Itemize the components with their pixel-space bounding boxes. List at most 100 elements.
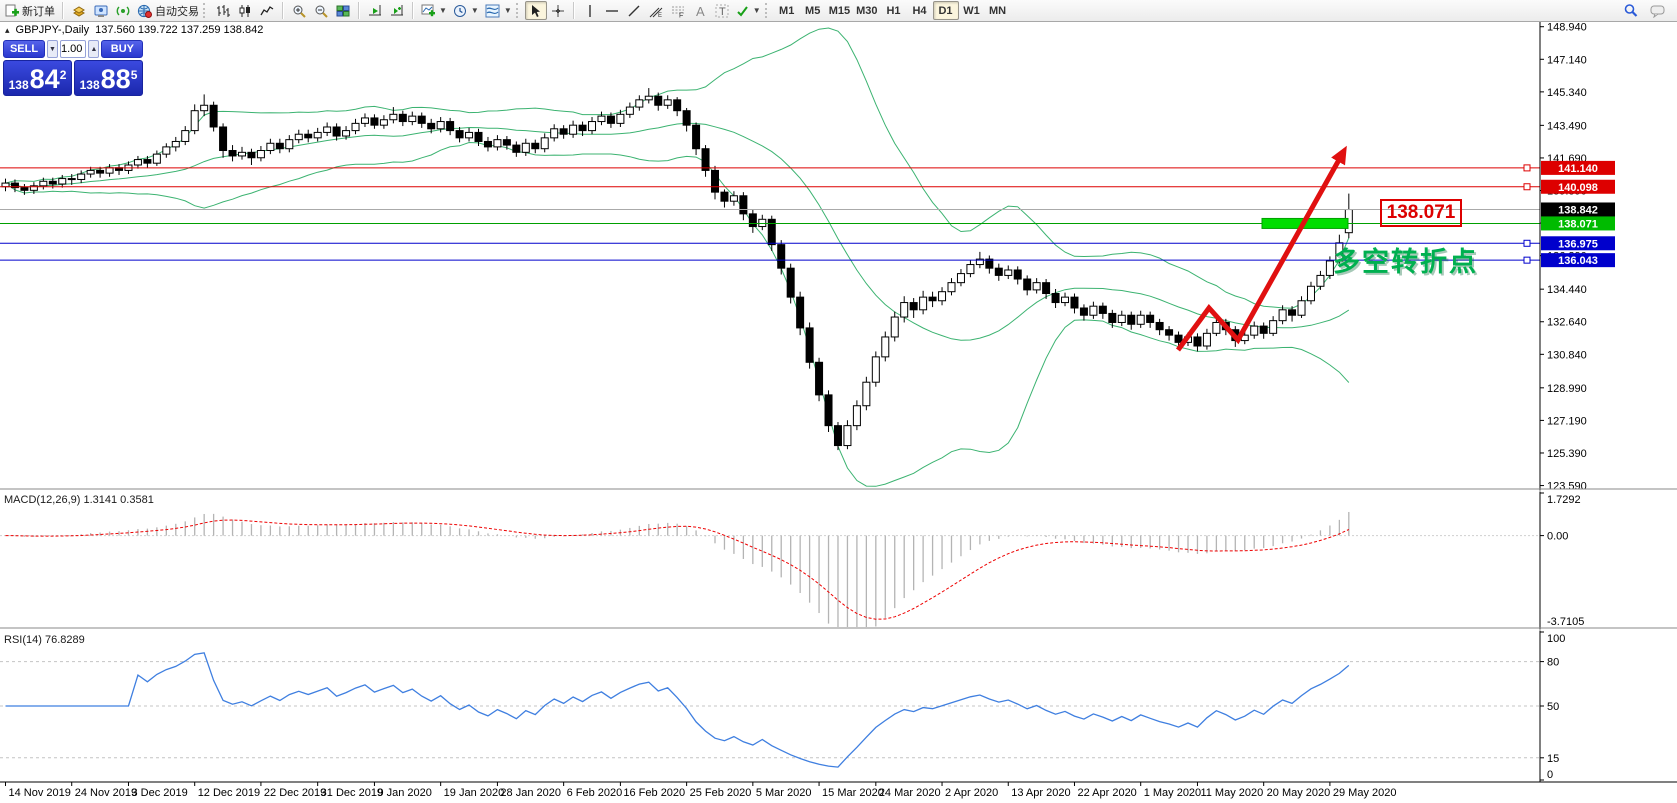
- separator: [62, 2, 64, 19]
- hline-handle[interactable]: [1523, 164, 1531, 172]
- vertical-line-icon: [585, 4, 595, 18]
- line-chart-icon: [260, 4, 274, 18]
- candle: [606, 115, 615, 124]
- price-tick-label: 134.440: [1547, 284, 1587, 296]
- tile-windows-button[interactable]: [332, 1, 354, 20]
- candle: [805, 327, 814, 363]
- chart-candles-button[interactable]: [234, 1, 256, 20]
- template-icon: [485, 4, 500, 18]
- candle: [919, 296, 928, 311]
- trendline-button[interactable]: [623, 1, 645, 20]
- svg-text:A: A: [696, 4, 705, 18]
- chevron-down-icon: ▼: [752, 6, 761, 15]
- timeframe-mn[interactable]: MN: [988, 4, 1007, 17]
- timeframe-w1[interactable]: W1: [963, 4, 980, 17]
- sell-button[interactable]: SELL: [3, 40, 45, 58]
- volume-up-button[interactable]: ▲: [88, 40, 100, 58]
- timeframe-h4[interactable]: H4: [912, 4, 927, 17]
- buy-button[interactable]: BUY: [101, 40, 144, 58]
- hline-handle[interactable]: [1523, 183, 1531, 191]
- timeframe-m5[interactable]: M5: [805, 4, 821, 17]
- fibonacci-button[interactable]: F: [667, 1, 689, 20]
- signal-icon: [116, 4, 130, 18]
- candle: [909, 302, 918, 311]
- new-order-icon: [5, 4, 19, 18]
- sell-price-box[interactable]: 138 84 2: [3, 60, 72, 96]
- candle: [588, 121, 597, 132]
- zoom-in-button[interactable]: [288, 1, 310, 20]
- candle: [266, 142, 275, 152]
- volume-input[interactable]: 1.00: [60, 40, 87, 58]
- fibonacci-icon: F: [671, 4, 685, 18]
- template-button[interactable]: ▼: [482, 1, 515, 20]
- buy-price-box[interactable]: 138 88 5: [74, 60, 143, 96]
- symbol-name: GBPJPY-,Daily: [15, 24, 90, 36]
- price-badge: [1541, 216, 1615, 231]
- candle: [767, 218, 776, 246]
- label-button[interactable]: T: [711, 1, 733, 20]
- profile-button[interactable]: [90, 1, 112, 20]
- search-button[interactable]: [1619, 1, 1641, 20]
- candle: [427, 122, 436, 130]
- hline-handle[interactable]: [1523, 239, 1531, 247]
- zoom-out-button[interactable]: [310, 1, 332, 20]
- candle: [881, 336, 890, 358]
- price-tick-label: 127.190: [1547, 415, 1587, 427]
- separator: [358, 2, 360, 19]
- candle: [673, 99, 682, 112]
- marketwatch-button[interactable]: [68, 1, 90, 20]
- chart-line-button[interactable]: [256, 1, 278, 20]
- candle: [616, 113, 625, 124]
- crosshair-button[interactable]: [547, 1, 569, 20]
- cursor-button[interactable]: [524, 1, 547, 20]
- arrows-button[interactable]: ▼: [733, 1, 764, 20]
- chevron-down-icon: ▼: [439, 6, 447, 15]
- chat-button[interactable]: [1647, 1, 1669, 20]
- timeframe-d1[interactable]: D1: [932, 1, 959, 20]
- candle: [238, 151, 246, 157]
- timeframe-m15[interactable]: M15: [828, 4, 851, 17]
- periods-button[interactable]: ▼: [450, 1, 482, 20]
- timeframe-m30[interactable]: M30: [856, 4, 878, 17]
- candle: [1023, 278, 1032, 291]
- price-badge: [1541, 236, 1615, 251]
- timeframe-h1[interactable]: H1: [886, 4, 901, 17]
- alerts-button[interactable]: [112, 1, 134, 20]
- trend-arrow[interactable]: [1175, 145, 1347, 352]
- channel-button[interactable]: E: [645, 1, 667, 20]
- candle: [682, 110, 691, 126]
- date-tick-label: 24 Nov 2019: [75, 787, 137, 799]
- main-toolbar: 新订单 自动交易 ▼ ▼ ▼ E F A T ▼ M1 M5 M15 M30 H…: [0, 0, 1677, 22]
- price-annotation-box[interactable]: 138.071: [1380, 199, 1462, 227]
- vertical-line-button[interactable]: [579, 1, 601, 20]
- autotrading-button[interactable]: 自动交易: [134, 1, 202, 20]
- chart-shift-button[interactable]: [386, 1, 408, 20]
- symbol-ohlc: 137.560 139.722 137.259 138.842: [95, 24, 264, 36]
- hline-handle[interactable]: [1523, 256, 1531, 264]
- turning-point-note[interactable]: 多空转折点: [1333, 247, 1478, 277]
- macd-axis-label: -3.7105: [1547, 616, 1584, 628]
- autotrading-label: 自动交易: [155, 5, 199, 18]
- candle: [852, 405, 861, 427]
- timeframe-m1[interactable]: M1: [779, 4, 795, 17]
- candle: [550, 128, 559, 139]
- date-tick-label: 15 Mar 2020: [822, 787, 884, 799]
- auto-scroll-button[interactable]: [364, 1, 386, 20]
- candle: [502, 139, 511, 146]
- separator: [412, 2, 414, 19]
- text-button[interactable]: A: [689, 1, 711, 20]
- candle: [654, 95, 663, 106]
- profile-icon: [94, 4, 108, 18]
- volume-down-button[interactable]: ▼: [47, 40, 58, 58]
- candle: [843, 425, 852, 447]
- chart-bars-button[interactable]: [212, 1, 234, 20]
- new-order-button[interactable]: 新订单: [2, 1, 58, 20]
- candle: [219, 126, 228, 152]
- add-indicator-button[interactable]: ▼: [418, 1, 450, 20]
- candle: [483, 140, 492, 148]
- svg-text:136.975: 136.975: [1558, 238, 1598, 250]
- horizontal-line-button[interactable]: [601, 1, 623, 20]
- candle: [96, 169, 105, 174]
- svg-text:T: T: [719, 6, 726, 18]
